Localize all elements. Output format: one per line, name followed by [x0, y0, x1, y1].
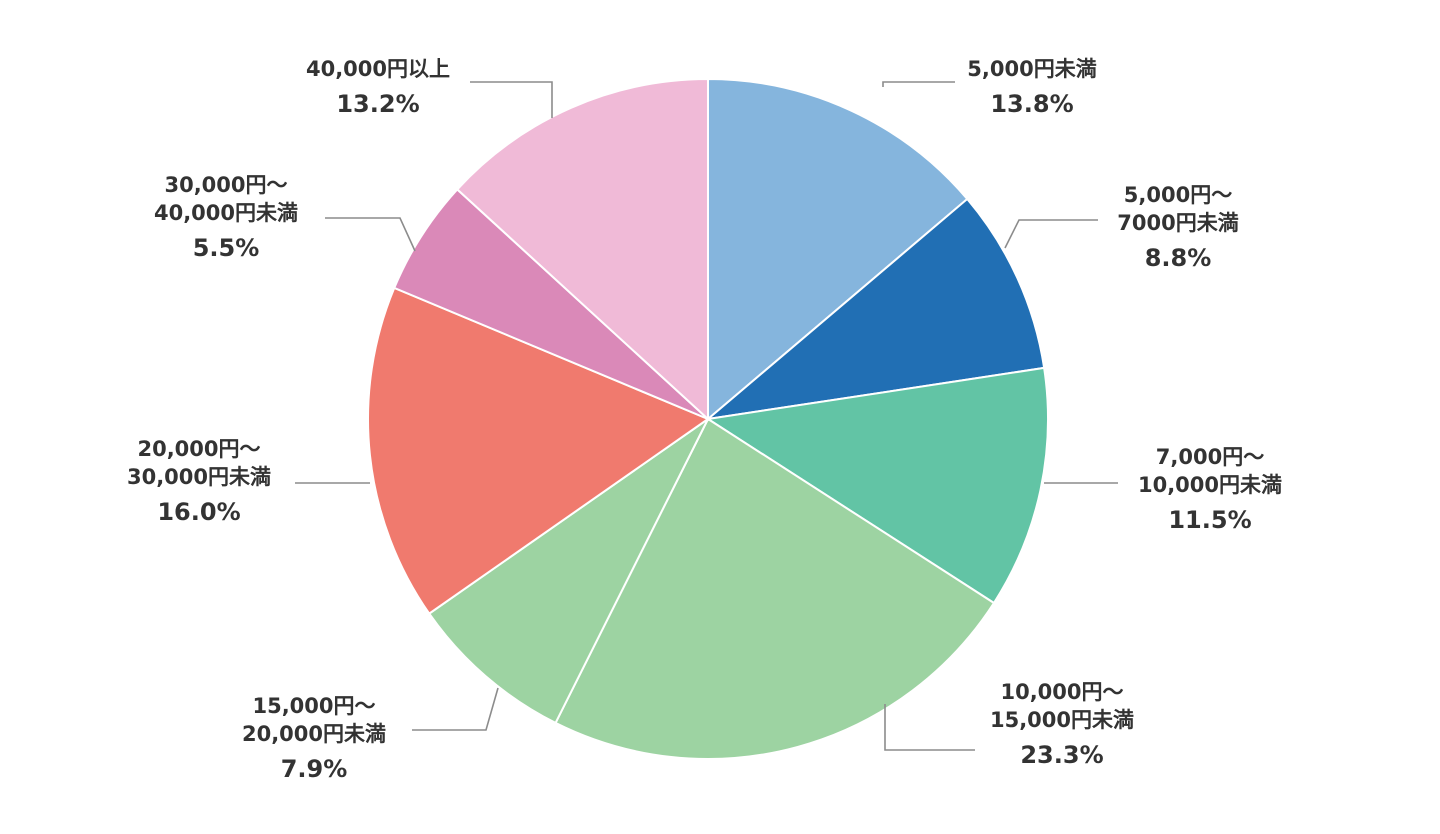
- slice-label-1: 5,000円未満 13.8%: [967, 57, 1096, 118]
- pie-slice-6: [367, 286, 711, 616]
- slice-category-label: 15,000円～: [252, 694, 375, 718]
- slice-value-label: 23.3%: [1020, 741, 1103, 769]
- slice-label-6: 20,000円～ 30,000円未満 16.0%: [127, 437, 271, 526]
- slice-label-7: 30,000円～ 40,000円未満 5.5%: [154, 173, 298, 262]
- slice-category-label: 40,000円以上: [306, 57, 450, 81]
- slice-labels: 5,000円未満 13.8% 5,000円～ 7000円未満 8.8% 7,000円～ 10…: [127, 57, 1282, 783]
- pie-slice-2: [704, 197, 1046, 421]
- slice-category-label: 20,000円～: [137, 437, 260, 461]
- slice-value-label: 13.2%: [336, 90, 419, 118]
- pie-slice-3: [705, 366, 1049, 605]
- leader-line-8: [470, 81, 553, 118]
- pie-slice-8: [455, 77, 709, 422]
- leader-lines: [295, 81, 1118, 751]
- slice-label-8: 40,000円以上 13.2%: [306, 57, 450, 118]
- pie-slice-1: [707, 77, 969, 422]
- leader-line-4: [884, 704, 975, 751]
- slice-category-label: 20,000円未満: [242, 722, 386, 746]
- leader-line-1: [882, 81, 955, 87]
- slice-category-label: 7,000円～: [1156, 445, 1264, 469]
- slice-label-5: 15,000円～ 20,000円未満 7.9%: [242, 694, 386, 783]
- slice-value-label: 5.5%: [193, 234, 260, 262]
- leader-line-5: [412, 687, 499, 731]
- slice-category-label: 10,000円～: [1000, 680, 1123, 704]
- slice-category-label: 40,000円未満: [154, 201, 298, 225]
- slice-category-label: 5,000円～: [1124, 183, 1232, 207]
- slice-category-label: 30,000円～: [164, 173, 287, 197]
- leader-line-7: [325, 217, 416, 252]
- slice-value-label: 7.9%: [281, 755, 348, 783]
- pie-slice-4: [554, 417, 996, 760]
- slice-label-4: 10,000円～ 15,000円未満 23.3%: [990, 680, 1134, 769]
- slice-value-label: 16.0%: [157, 498, 240, 526]
- leader-line-2: [1004, 219, 1098, 249]
- slice-label-2: 5,000円～ 7000円未満 8.8%: [1117, 183, 1238, 272]
- slice-category-label: 30,000円未満: [127, 465, 271, 489]
- pie-slice-5: [427, 418, 709, 725]
- slice-value-label: 8.8%: [1145, 244, 1212, 272]
- slice-label-3: 7,000円～ 10,000円未満 11.5%: [1138, 445, 1282, 534]
- pie-slices: [367, 77, 1049, 760]
- slice-category-label: 7000円未満: [1117, 211, 1238, 235]
- slice-value-label: 11.5%: [1168, 506, 1251, 534]
- slice-category-label: 15,000円未満: [990, 708, 1134, 732]
- slice-category-label: 5,000円未満: [967, 57, 1096, 81]
- slice-value-label: 13.8%: [990, 90, 1073, 118]
- slice-category-label: 10,000円未満: [1138, 473, 1282, 497]
